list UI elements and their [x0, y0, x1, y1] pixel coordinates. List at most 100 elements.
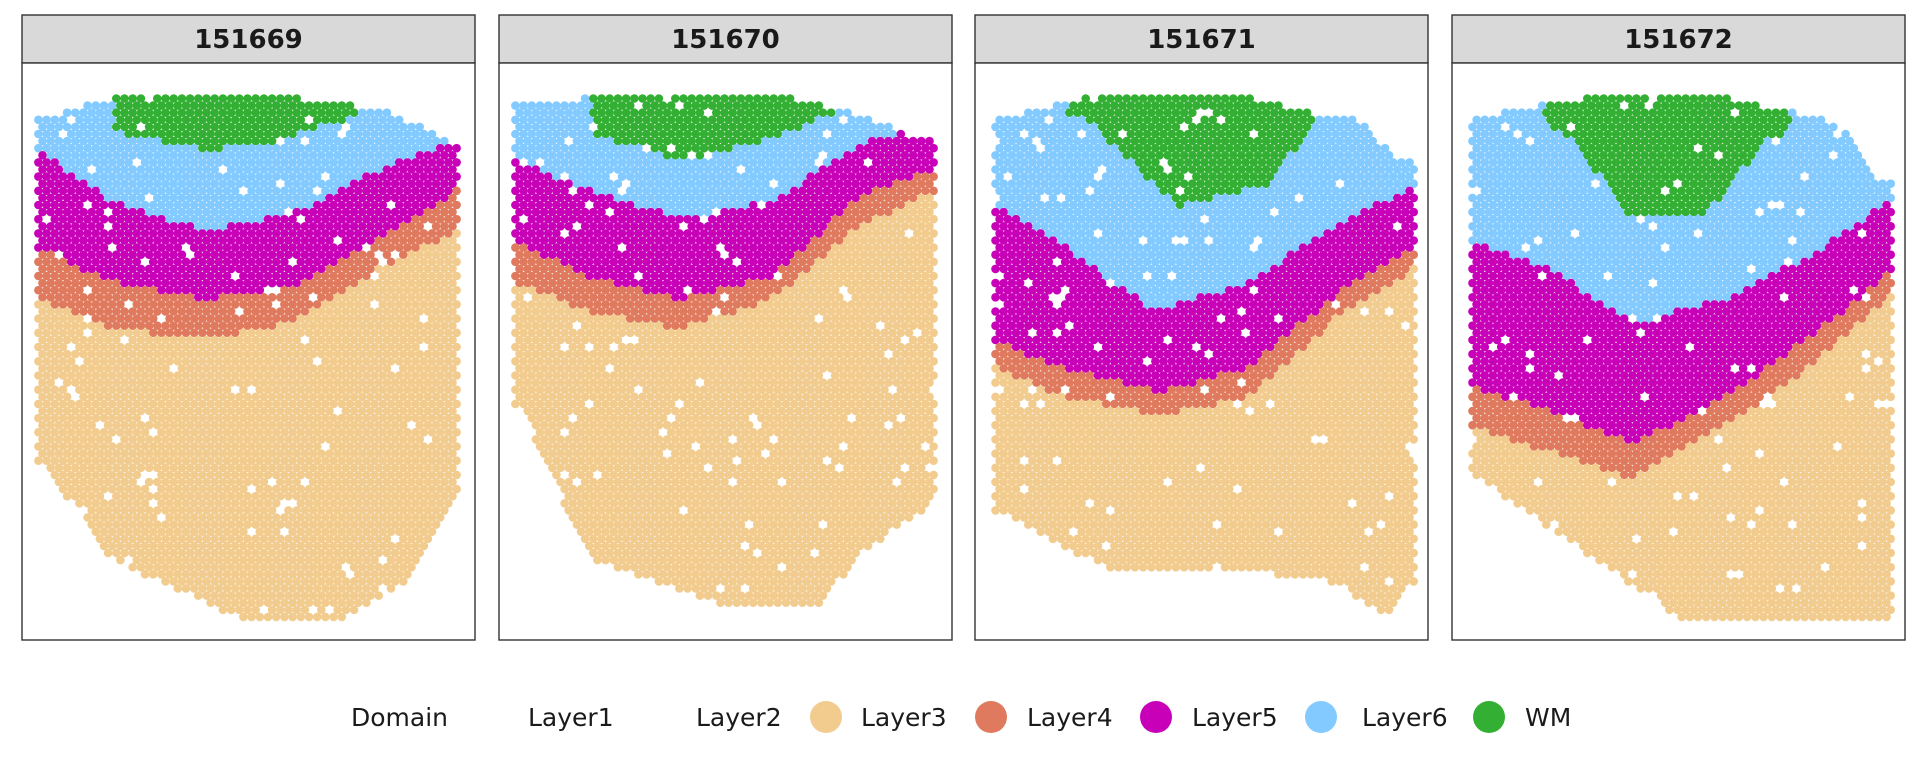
spot	[353, 271, 363, 281]
spot	[83, 115, 92, 125]
spot	[325, 179, 334, 188]
spot	[435, 158, 445, 167]
spot	[124, 243, 133, 252]
spot	[280, 200, 289, 210]
spot	[128, 278, 137, 288]
spot	[452, 172, 461, 181]
spot	[46, 165, 55, 174]
spot	[407, 236, 416, 245]
spot	[353, 257, 363, 267]
spot	[247, 612, 256, 622]
spot	[255, 285, 265, 295]
spot	[218, 94, 228, 103]
spot	[218, 222, 228, 231]
spot	[312, 229, 322, 238]
spot	[54, 349, 64, 359]
spot	[321, 101, 330, 110]
spot	[95, 264, 105, 274]
spot	[206, 200, 215, 210]
spot	[95, 108, 105, 117]
spot	[321, 158, 330, 167]
spot	[83, 271, 92, 281]
spot	[144, 136, 154, 146]
spot	[75, 243, 84, 252]
spot	[263, 158, 273, 167]
spot	[189, 285, 199, 295]
spot	[452, 271, 461, 281]
spot	[267, 179, 277, 188]
spot	[185, 94, 195, 103]
spot	[222, 158, 232, 167]
spot	[407, 349, 416, 359]
spot	[185, 165, 195, 174]
spot	[329, 229, 338, 238]
spot	[276, 94, 285, 103]
spot	[54, 165, 64, 174]
spot	[136, 151, 146, 160]
spot	[239, 229, 248, 238]
spot	[91, 271, 101, 281]
spot	[202, 264, 211, 274]
spot	[415, 264, 425, 274]
spot	[161, 293, 170, 302]
spot	[296, 158, 306, 167]
spot	[124, 229, 133, 238]
spot	[169, 94, 178, 103]
spot	[308, 193, 318, 203]
spot	[394, 214, 404, 224]
spot	[239, 129, 248, 139]
spot	[399, 122, 408, 132]
spot	[210, 136, 219, 146]
spot	[280, 101, 289, 110]
spot	[276, 122, 285, 132]
spot	[99, 271, 109, 281]
spot	[390, 264, 400, 274]
spot	[431, 349, 441, 359]
spot	[378, 214, 388, 224]
spot	[435, 214, 445, 224]
spot	[394, 200, 404, 210]
spot	[153, 122, 162, 132]
spot	[399, 165, 408, 174]
spot	[337, 257, 347, 267]
spot	[370, 257, 379, 267]
spot	[128, 264, 137, 274]
spot	[194, 165, 203, 174]
spot	[440, 151, 449, 160]
spot	[95, 179, 105, 188]
spot	[148, 129, 158, 139]
spot	[341, 349, 351, 359]
spot	[296, 612, 306, 622]
spot	[50, 271, 60, 281]
spot	[288, 200, 297, 210]
spot	[153, 264, 162, 274]
spot	[189, 129, 199, 139]
spot	[169, 122, 178, 132]
spot	[423, 179, 433, 188]
spot	[329, 115, 338, 125]
spot	[107, 172, 117, 181]
spot	[403, 200, 412, 210]
spot	[54, 278, 64, 288]
spot	[140, 172, 150, 181]
spot	[452, 257, 461, 267]
spot	[58, 243, 68, 252]
spot	[42, 186, 51, 196]
spot	[280, 214, 289, 224]
spot	[62, 264, 72, 274]
spot	[107, 271, 117, 281]
spot	[71, 278, 80, 288]
spot	[362, 285, 371, 295]
spot	[194, 94, 203, 103]
spot	[148, 115, 158, 125]
spot	[189, 143, 199, 153]
spot	[263, 129, 273, 139]
spot	[132, 172, 142, 181]
spot	[116, 186, 125, 196]
spot	[95, 193, 105, 203]
spot	[333, 250, 343, 259]
spot	[292, 349, 302, 359]
spot	[427, 243, 437, 252]
spot	[292, 151, 302, 160]
